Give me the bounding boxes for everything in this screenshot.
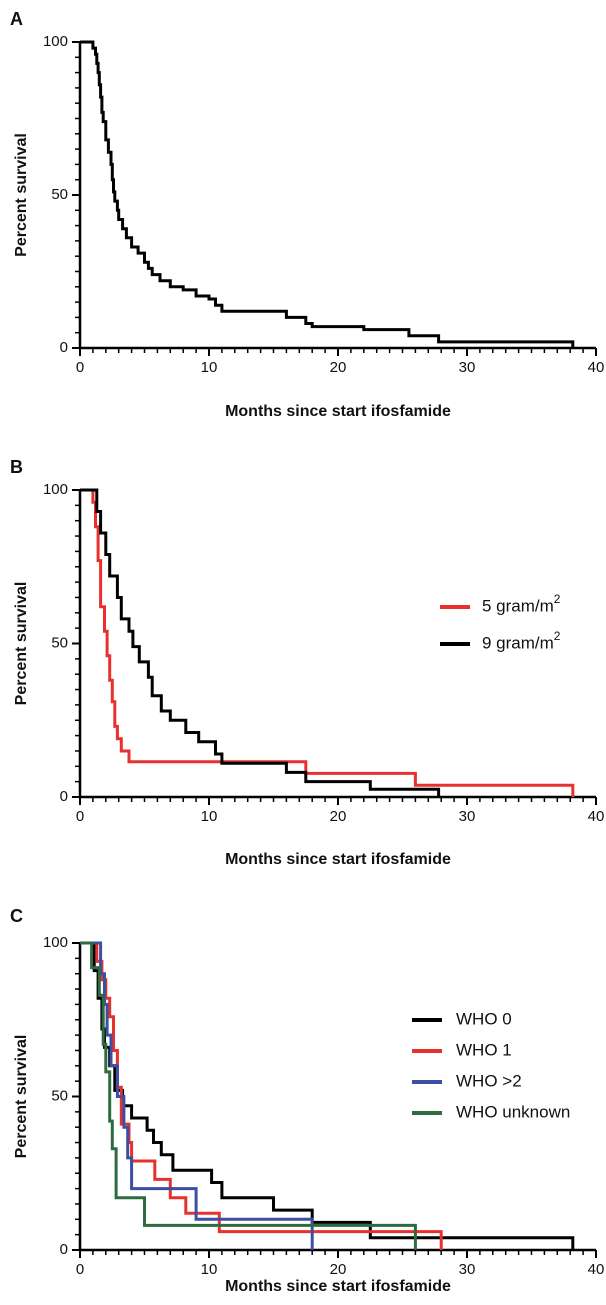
legend-label: WHO 0 [456, 1009, 512, 1028]
survival-curve-9-gram-m [80, 488, 441, 797]
y-tick-label: 100 [43, 33, 68, 50]
panel-letter: C [10, 906, 23, 926]
legend-label: WHO >2 [456, 1071, 522, 1090]
x-tick-label: 10 [201, 1261, 218, 1278]
panel-letter: B [10, 457, 23, 477]
survival-curve-5-gram-m [80, 488, 575, 797]
chart-panel-b: B 0 10 20 30 40 0 50 100 Percent survival Months s… [10, 457, 604, 868]
y-tick-label: 0 [60, 339, 68, 356]
panel-letter: A [10, 9, 23, 29]
legend-label: WHO unknown [456, 1102, 570, 1121]
x-tick-label: 20 [330, 359, 347, 376]
y-axis-title: Percent survival [13, 1035, 30, 1159]
x-tick-label: 10 [201, 359, 218, 376]
x-axis-title: Months since start ifosfamide [225, 403, 451, 420]
y-axis-title: Percent survival [13, 133, 30, 257]
x-tick-label: 0 [76, 808, 84, 825]
x-tick-label: 20 [330, 1261, 347, 1278]
y-tick-label: 100 [43, 481, 68, 498]
legend-label-superscript: 2 [554, 592, 561, 606]
y-tick-label: 0 [60, 788, 68, 805]
legend: WHO 0 WHO 1 WHO >2 WHO unknown [412, 1009, 570, 1121]
x-tick-label: 0 [76, 359, 84, 376]
x-tick-label: 40 [588, 1261, 605, 1278]
survival-curve-who-0 [80, 941, 575, 1250]
x-tick-label: 40 [588, 359, 605, 376]
y-axis-title: Percent survival [13, 582, 30, 706]
x-axis-title: Months since start ifosfamide [225, 851, 451, 868]
legend-label: 5 gram/m2 [482, 592, 561, 615]
survival-curve-who-unknown [80, 941, 417, 1250]
x-tick-label: 30 [459, 1261, 476, 1278]
survival-curve-who-2 [80, 941, 314, 1250]
x-tick-label: 30 [459, 359, 476, 376]
y-tick-label: 100 [43, 934, 68, 951]
y-tick-label: 50 [51, 1087, 68, 1104]
y-tick-label: 50 [51, 186, 68, 203]
chart-panel-a: A 0 10 20 30 40 0 50 100 Percent survival Months s… [10, 9, 604, 420]
legend-label-superscript: 2 [554, 629, 561, 643]
x-axis-title: Months since start ifosfamide [225, 1278, 451, 1295]
legend: 5 gram/m2 9 gram/m2 [440, 592, 561, 652]
chart-panel-c: C 0 10 20 30 40 0 50 100 Percent survival Months s… [10, 906, 604, 1295]
survival-curve-who-1 [80, 941, 443, 1250]
y-tick-label: 50 [51, 634, 68, 651]
x-tick-label: 30 [459, 808, 476, 825]
x-tick-label: 0 [76, 1261, 84, 1278]
survival-curve-0 [80, 40, 575, 348]
x-tick-label: 20 [330, 808, 347, 825]
legend-label: WHO 1 [456, 1040, 512, 1059]
y-tick-label: 0 [60, 1241, 68, 1258]
legend-label: 9 gram/m2 [482, 629, 561, 652]
x-tick-label: 10 [201, 808, 218, 825]
x-tick-label: 40 [588, 808, 605, 825]
